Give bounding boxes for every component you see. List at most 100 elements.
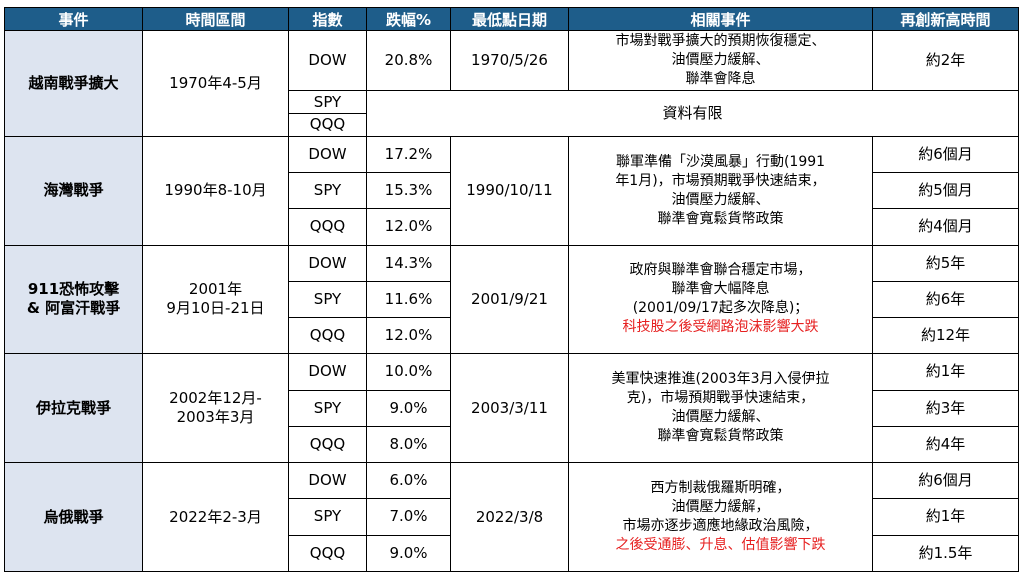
index-name: QQQ [288, 112, 367, 137]
column-header: 事件 [4, 7, 143, 31]
event-name-line: & 阿富汗戰爭 [26, 299, 121, 318]
related-event-line: 聯軍準備「沙漠風暴」行動(1991 [615, 153, 826, 170]
related-event-line: 之後受通膨、升息、估值影響下跌 [615, 537, 826, 554]
event-name: 911恐怖攻擊 & 阿富汗戰爭 [4, 244, 143, 355]
index-name: SPY [288, 171, 367, 210]
related-event-line: 克)，市場預期戰爭快速結束， [626, 390, 815, 407]
low-date: 2003/3/11 [450, 353, 569, 464]
limited-data-note: 資料有限 [366, 90, 1019, 137]
event-name: 越南戰爭擴大 [4, 30, 143, 137]
related-event-line: 美軍快速推進(2003年3月入侵伊拉 [611, 371, 830, 388]
index-name: DOW [288, 29, 367, 92]
time-period-line: 1970年4-5月 [169, 73, 262, 92]
index-name: QQQ [288, 317, 367, 355]
table-row: 越南戰爭擴大 1970年4-5月 DOW 20.8% 1970/5/26 市場對戰爭擴大的… [4, 29, 1019, 137]
table-row: QQQ 12.0% 約4個月 [5, 208, 1019, 246]
recovery-time: 約1.5年 [872, 534, 1019, 573]
index-name: SPY [288, 90, 367, 114]
recovery-time: 約6年 [872, 280, 1019, 319]
recovery-time: 約4個月 [872, 208, 1019, 246]
related-event-line: 西方制裁俄羅斯明確， [650, 480, 791, 497]
header-row: 事件 時間區間 指數 跌幅% 最低點日期 相關事件 再創新高時間 [4, 7, 1019, 31]
recovery-time: 約1年 [872, 353, 1019, 391]
time-period-line: 9月10日-21日 [166, 299, 265, 318]
time-period: 1990年8-10月 [142, 135, 289, 246]
index-name: DOW [288, 244, 367, 282]
recovery-time: 約6個月 [872, 462, 1019, 500]
event-name-line: 海灣戰爭 [43, 181, 104, 200]
related-event-line: 油價壓力緩解， [671, 499, 770, 516]
recovery-time: 約6個月 [872, 135, 1019, 173]
event-name-line: 越南戰爭擴大 [28, 73, 119, 92]
related-event-line: 市場對戰爭擴大的預期恢復穩定、 [615, 33, 826, 50]
drop-percent: 6.0% [366, 462, 451, 500]
time-period: 1970年4-5月 [142, 30, 289, 137]
drop-percent: 15.3% [366, 171, 451, 210]
war-market-table: 事件 時間區間 指數 跌幅% 最低點日期 相關事件 再創新高時間 越南戰爭擴大 1970年4-… [4, 7, 1019, 573]
column-header: 再創新高時間 [872, 7, 1019, 31]
drop-percent: 7.0% [366, 498, 451, 536]
related-events: 美軍快速推進(2003年3月入侵伊拉 克)，市場預期戰爭快速結束， 油價壓力緩解、聯… [568, 353, 873, 464]
time-period-line: 1990年8-10月 [164, 181, 267, 200]
drop-percent: 14.3% [366, 244, 451, 282]
index-name: QQQ [288, 425, 367, 464]
column-header: 跌幅% [366, 7, 451, 31]
event-name: 烏俄戰爭 [4, 462, 143, 572]
related-event-line: 政府與聯準會聯合穩定市場， [629, 262, 812, 279]
related-event-line: 油價壓力緩解、 [671, 52, 770, 69]
recovery-time: 約1年 [872, 498, 1019, 536]
related-event-line: 油價壓力緩解、 [671, 191, 770, 208]
table-row: QQQ 8.0% 約4年 [5, 425, 1019, 464]
drop-percent: 10.0% [366, 353, 451, 391]
related-event-line: 聯準會寬鬆貨幣政策 [657, 210, 784, 227]
related-events: 政府與聯準會聯合穩定市場， 聯準會大幅降息 (2001/09/17起多次降息)； 科技… [568, 244, 873, 355]
related-event-line: (2001/09/17起多次降息)； [632, 300, 809, 317]
drop-percent: 9.0% [366, 534, 451, 573]
drop-percent: 12.0% [366, 317, 451, 355]
drop-percent: 9.0% [366, 389, 451, 427]
related-event-line: 聯準會降息 [685, 71, 756, 88]
time-period-line: 2003年3月 [176, 408, 255, 427]
index-name: SPY [288, 389, 367, 427]
table-body: 越南戰爭擴大 1970年4-5月 DOW 20.8% 1970/5/26 市場對戰爭擴大的… [4, 29, 1019, 573]
index-name: SPY [288, 280, 367, 319]
index-name: QQQ [288, 208, 367, 246]
event-name-line: 伊拉克戰爭 [35, 398, 111, 417]
table-row: QQQ 9.0% 約1.5年 [5, 534, 1019, 573]
time-period: 2002年12月- 2003年3月 [142, 353, 289, 464]
table-row: 海灣戰爭 1990年8-10月 DOW 17.2% 1990/10/11 聯軍準備「沙漠風… [4, 135, 1019, 246]
drop-percent: 17.2% [366, 135, 451, 173]
table-row: 911恐怖攻擊 & 阿富汗戰爭 2001年 9月10日-21日 DOW 14.3% 2001… [4, 244, 1019, 355]
time-period-line: 2022年2-3月 [169, 507, 262, 526]
drop-percent: 11.6% [366, 280, 451, 319]
table-row: QQQ [5, 112, 1019, 137]
low-date: 1990/10/11 [450, 135, 569, 246]
time-period: 2001年 9月10日-21日 [142, 244, 289, 355]
event-name-line: 烏俄戰爭 [43, 507, 104, 526]
table-row: SPY 9.0% 約3年 [5, 389, 1019, 427]
index-name: DOW [288, 353, 367, 391]
related-event-line: 年1月)，市場預期戰爭快速結束， [615, 172, 826, 189]
related-events: 市場對戰爭擴大的預期恢復穩定、 油價壓力緩解、 聯準會降息 [568, 29, 873, 92]
related-event-line: 市場亦逐步適應地緣政治風險， [622, 518, 819, 535]
recovery-time: 約5個月 [872, 171, 1019, 210]
low-date: 1970/5/26 [450, 29, 569, 92]
event-name-line: 911恐怖攻擊 [27, 280, 120, 299]
related-event-line: 聯準會大幅降息 [671, 281, 770, 298]
table-row: SPY 15.3% 約5個月 [5, 171, 1019, 210]
drop-percent: 12.0% [366, 208, 451, 246]
table-row: SPY 7.0% 約1年 [5, 498, 1019, 536]
table-row: 伊拉克戰爭 2002年12月- 2003年3月 DOW 10.0% 2003/3/11 美軍… [4, 353, 1019, 464]
drop-percent: 20.8% [366, 29, 451, 92]
recovery-time: 約2年 [872, 29, 1019, 92]
related-events: 聯軍準備「沙漠風暴」行動(1991 年1月)，市場預期戰爭快速結束， 油價壓力緩解、… [568, 135, 873, 246]
index-name: DOW [288, 135, 367, 173]
column-header: 相關事件 [568, 7, 873, 31]
table-row: SPY 11.6% 約6年 [5, 280, 1019, 319]
event-name: 伊拉克戰爭 [4, 353, 143, 464]
drop-percent: 8.0% [366, 425, 451, 464]
event-name: 海灣戰爭 [4, 135, 143, 246]
index-name: DOW [288, 462, 367, 500]
recovery-time: 約5年 [872, 244, 1019, 282]
related-event-line: 油價壓力緩解、 [671, 409, 770, 426]
